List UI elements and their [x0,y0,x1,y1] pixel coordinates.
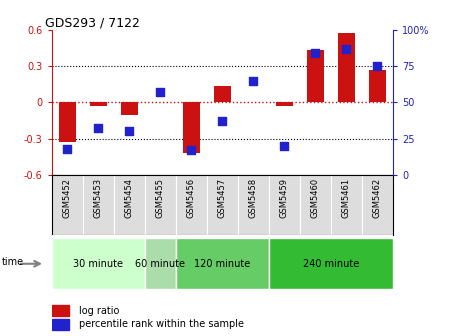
Bar [90,102,107,106]
Bar [331,175,362,235]
Text: GSM5457: GSM5457 [218,178,227,218]
Text: GSM5453: GSM5453 [94,178,103,218]
Bar [269,238,393,290]
Bar [338,33,355,102]
Point [281,143,288,149]
Bar [238,175,269,235]
Text: GSM5456: GSM5456 [187,178,196,218]
Bar [145,175,176,235]
Point [343,46,350,52]
Bar [307,49,324,102]
Text: GSM5462: GSM5462 [373,178,382,218]
Text: log ratio: log ratio [79,306,119,316]
Point [126,129,133,134]
Point [157,90,164,95]
Bar [362,175,393,235]
Bar [59,102,76,142]
Point [312,51,319,56]
Bar [52,238,145,290]
Bar [176,175,207,235]
Bar [369,70,386,102]
Text: GSM5454: GSM5454 [125,178,134,218]
Bar [300,175,331,235]
Point [250,78,257,84]
Text: time: time [2,257,24,267]
Text: GSM5452: GSM5452 [63,178,72,218]
Bar [121,102,138,115]
Text: GDS293 / 7122: GDS293 / 7122 [45,16,140,29]
Point [95,126,102,131]
Point [374,64,381,69]
Bar [52,175,83,235]
Text: GSM5458: GSM5458 [249,178,258,218]
Bar [52,305,69,316]
Text: 60 minute: 60 minute [135,259,185,269]
Point [219,119,226,124]
Bar [83,175,114,235]
Bar [145,238,176,290]
Text: GSM5461: GSM5461 [342,178,351,218]
Text: percentile rank within the sample: percentile rank within the sample [79,319,244,329]
Point [188,148,195,153]
Point [64,146,71,152]
Text: 30 minute: 30 minute [73,259,123,269]
Bar [176,238,269,290]
Bar [183,102,200,153]
Text: 120 minute: 120 minute [194,259,251,269]
Bar [276,102,293,106]
Text: GSM5460: GSM5460 [311,178,320,218]
Bar [52,319,69,330]
Text: GSM5455: GSM5455 [156,178,165,218]
Text: GSM5459: GSM5459 [280,178,289,218]
Bar [114,175,145,235]
Bar [207,175,238,235]
Bar [214,86,231,102]
Bar [269,175,300,235]
Text: 240 minute: 240 minute [303,259,359,269]
